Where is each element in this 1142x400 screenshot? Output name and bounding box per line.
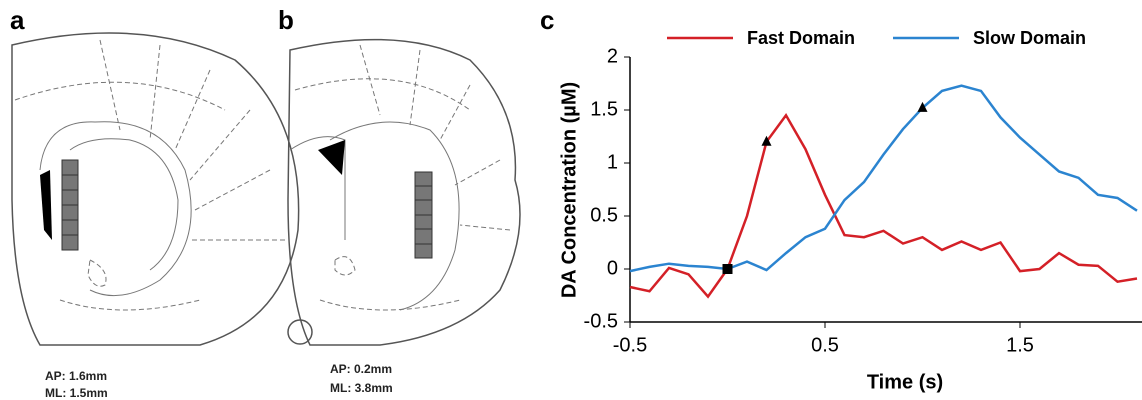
series-line [629, 113, 1138, 299]
series-line [629, 84, 1138, 273]
x-tick-label: 0.5 [811, 334, 839, 356]
event-marker [722, 264, 733, 274]
ap-note: AP: 0.2mm [330, 362, 392, 376]
y-tick-label: 1.5 [590, 98, 618, 120]
x-tick-label: 1.5 [1006, 334, 1034, 356]
y-axis-title: DA Concentration (µM) [558, 82, 580, 298]
x-axis-title: Time (s) [867, 371, 943, 393]
ml-note: ML: 1.5mm [45, 386, 108, 400]
y-tick-label: 0.5 [590, 204, 618, 226]
ap-note: AP: 1.6mm [45, 369, 107, 383]
ml-note: ML: 3.8mm [330, 381, 393, 395]
event-marker [761, 135, 772, 146]
y-tick-label: 0 [607, 257, 618, 279]
legend-label: Fast Domain [747, 28, 855, 48]
legend-label: Slow Domain [973, 28, 1086, 48]
y-tick-label: 1 [607, 151, 618, 173]
panel-label: b [278, 5, 294, 35]
y-tick-label: -0.5 [584, 310, 618, 332]
brain-section-a [11, 32, 300, 346]
y-tick-label: 2 [607, 45, 618, 67]
panel-label: a [10, 5, 25, 35]
event-marker [917, 101, 928, 112]
brain-section-b [287, 38, 521, 346]
x-tick-label: -0.5 [613, 334, 647, 356]
panel-label: c [540, 5, 554, 35]
